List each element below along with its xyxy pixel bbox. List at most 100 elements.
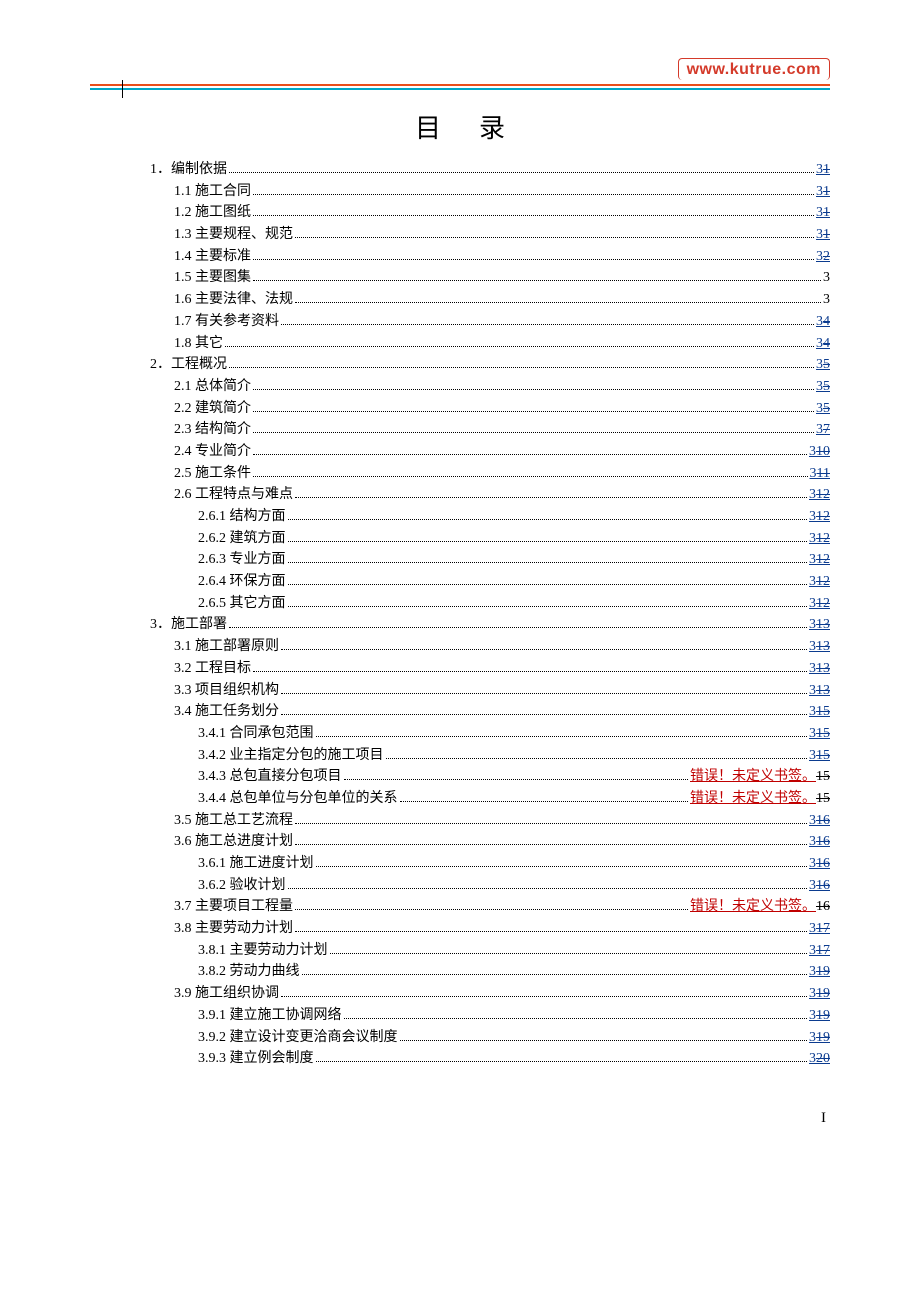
- watermark-link: www.kutrue.com: [678, 58, 830, 80]
- toc-entry[interactable]: 3.6.2 验收计划316: [150, 875, 830, 897]
- toc-leader-dots: [229, 367, 814, 368]
- toc-entry[interactable]: 3．施工部署313: [150, 614, 830, 636]
- toc-entry[interactable]: 2.6.1 结构方面312: [150, 506, 830, 528]
- toc-entry[interactable]: 2．工程概况35: [150, 354, 830, 376]
- toc-leader-dots: [253, 215, 814, 216]
- toc-leader-dots: [288, 519, 808, 520]
- toc-page-number: 316: [809, 831, 830, 853]
- toc-label: 3.4.3 总包直接分包项目: [198, 766, 342, 788]
- toc-label: 1.2 施工图纸: [174, 202, 251, 224]
- toc-label: 3.9 施工组织协调: [174, 983, 279, 1005]
- toc-label: 1.4 主要标准: [174, 246, 251, 268]
- toc-label: 3.7 主要项目工程量: [174, 896, 293, 918]
- toc-page-number: 3: [823, 289, 830, 311]
- toc-page-number: 316: [809, 853, 830, 875]
- toc-leader-dots: [229, 172, 814, 173]
- toc-entry[interactable]: 3.6.1 施工进度计划316: [150, 853, 830, 875]
- toc-entry[interactable]: 1．编制依据31: [150, 159, 830, 181]
- toc-entry[interactable]: 3.4 施工任务划分315: [150, 701, 830, 723]
- toc-entry[interactable]: 3.4.3 总包直接分包项目错误！未定义书签。15: [150, 766, 830, 788]
- toc-entry[interactable]: 2.5 施工条件311: [150, 463, 830, 485]
- toc-entry[interactable]: 3.4.4 总包单位与分包单位的关系错误！未定义书签。15: [150, 788, 830, 810]
- toc-entry[interactable]: 3.5 施工总工艺流程316: [150, 810, 830, 832]
- toc-entry[interactable]: 1.3 主要规程、规范31: [150, 224, 830, 246]
- toc-leader-dots: [281, 996, 807, 997]
- toc-page-number: 35: [816, 354, 830, 376]
- toc-entry[interactable]: 3.9.3 建立例会制度320: [150, 1048, 830, 1070]
- toc-page-number: 311: [810, 463, 830, 485]
- toc-entry[interactable]: 3.2 工程目标313: [150, 658, 830, 680]
- toc-entry[interactable]: 3.6 施工总进度计划 316: [150, 831, 830, 853]
- toc-label: 1．编制依据: [150, 159, 227, 181]
- toc-entry[interactable]: 2.3 结构简介37: [150, 419, 830, 441]
- toc-entry[interactable]: 2.6.3 专业方面312: [150, 549, 830, 571]
- toc-entry[interactable]: 3.8.2 劳动力曲线 319: [150, 961, 830, 983]
- toc-label: 2.6.2 建筑方面: [198, 528, 286, 550]
- toc-label: 3.4.1 合同承包范围: [198, 723, 314, 745]
- toc-entry[interactable]: 1.4 主要标准 32: [150, 246, 830, 268]
- text-cursor: [122, 80, 123, 98]
- toc-leader-dots: [316, 866, 808, 867]
- toc-leader-dots: [344, 1018, 808, 1019]
- toc-leader-dots: [295, 497, 807, 498]
- toc-page-number: 316: [809, 810, 830, 832]
- toc-entry[interactable]: 1.7 有关参考资料34: [150, 311, 830, 333]
- toc-page-number: 35: [816, 398, 830, 420]
- toc-page-number: 312: [809, 506, 830, 528]
- toc-entry[interactable]: 1.6 主要法律、法规3: [150, 289, 830, 311]
- toc-leader-dots: [253, 454, 807, 455]
- toc-page-number: 319: [809, 1027, 830, 1049]
- toc-page-number: 317: [809, 918, 830, 940]
- toc-entry[interactable]: 3.8 主要劳动力计划317: [150, 918, 830, 940]
- toc-leader-dots: [281, 324, 814, 325]
- rule-orange: [90, 84, 830, 86]
- toc-page-number: 32: [816, 246, 830, 268]
- toc-page-number: 312: [809, 549, 830, 571]
- toc-page-number: 315: [809, 745, 830, 767]
- toc-entry[interactable]: 1.5 主要图集3: [150, 267, 830, 289]
- toc-label: 2.2 建筑简介: [174, 398, 251, 420]
- toc-page-number: 317: [809, 940, 830, 962]
- document-page: www.kutrue.com 目录 1．编制依据311.1 施工合同311.2 …: [0, 0, 920, 1167]
- toc-leader-dots: [253, 389, 814, 390]
- toc-label: 2.6.4 环保方面: [198, 571, 286, 593]
- toc-entry[interactable]: 3.9.1 建立施工协调网络319: [150, 1005, 830, 1027]
- toc-leader-dots: [253, 671, 807, 672]
- toc-entry[interactable]: 3.1 施工部署原则313: [150, 636, 830, 658]
- toc-entry[interactable]: 2.1 总体简介35: [150, 376, 830, 398]
- toc-page-number: 31: [816, 224, 830, 246]
- toc-entry[interactable]: 3.9 施工组织协调319: [150, 983, 830, 1005]
- toc-leader-dots: [253, 194, 814, 195]
- toc-entry[interactable]: 3.4.1 合同承包范围315: [150, 723, 830, 745]
- toc-entry[interactable]: 3.7 主要项目工程量错误！未定义书签。16: [150, 896, 830, 918]
- toc-entry[interactable]: 2.2 建筑简介 35: [150, 398, 830, 420]
- toc-page-number: 34: [816, 333, 830, 355]
- toc-entry[interactable]: 1.2 施工图纸 31: [150, 202, 830, 224]
- toc-leader-dots: [253, 280, 821, 281]
- toc-leader-dots: [330, 953, 808, 954]
- toc-entry[interactable]: 1.8 其它34: [150, 333, 830, 355]
- toc-page-number: 312: [809, 528, 830, 550]
- toc-leader-dots: [281, 714, 807, 715]
- toc-entry[interactable]: 1.1 施工合同 31: [150, 181, 830, 203]
- toc-entry[interactable]: 2.6.2 建筑方面 312: [150, 528, 830, 550]
- toc-entry[interactable]: 3.9.2 建立设计变更洽商会议制度319: [150, 1027, 830, 1049]
- toc-entry[interactable]: 3.4.2 业主指定分包的施工项目315: [150, 745, 830, 767]
- toc-entry[interactable]: 3.8.1 主要劳动力计划317: [150, 940, 830, 962]
- toc-page-number: 31: [816, 202, 830, 224]
- toc-entry[interactable]: 3.3 项目组织机构313: [150, 680, 830, 702]
- toc-page-number: 315: [809, 701, 830, 723]
- toc-label: 1.1 施工合同: [174, 181, 251, 203]
- toc-entry[interactable]: 2.6.5 其它方面312: [150, 593, 830, 615]
- toc-entry[interactable]: 2.4 专业简介310: [150, 441, 830, 463]
- toc-entry[interactable]: 2.6 工程特点与难点312: [150, 484, 830, 506]
- toc-page-number: 31: [816, 181, 830, 203]
- toc-label: 3.6 施工总进度计划: [174, 831, 293, 853]
- toc-label: 3.8.2 劳动力曲线: [198, 961, 300, 983]
- toc-page-number: 319: [809, 961, 830, 983]
- toc-label: 3.9.1 建立施工协调网络: [198, 1005, 342, 1027]
- toc-entry[interactable]: 2.6.4 环保方面312: [150, 571, 830, 593]
- toc-page-number: 313: [809, 614, 830, 636]
- toc-leader-dots: [295, 931, 807, 932]
- toc-leader-dots: [344, 779, 689, 780]
